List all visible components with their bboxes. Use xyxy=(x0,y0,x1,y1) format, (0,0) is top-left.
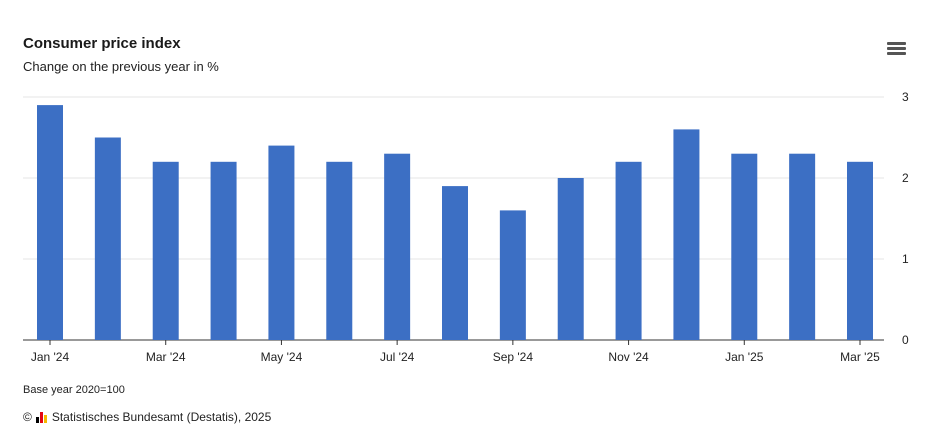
copyright-symbol: © xyxy=(23,410,32,424)
bar[interactable] xyxy=(152,161,179,340)
x-tick-label: Mar '25 xyxy=(840,350,880,364)
y-tick-label: 2 xyxy=(902,171,909,185)
source-credit: © Statistisches Bundesamt (Destatis), 20… xyxy=(23,410,271,424)
bar[interactable] xyxy=(268,145,295,340)
bar[interactable] xyxy=(94,137,121,341)
bar[interactable] xyxy=(557,178,584,340)
bar[interactable] xyxy=(210,161,237,340)
x-tick-label: Jul '24 xyxy=(380,350,415,364)
bar[interactable] xyxy=(384,153,411,340)
bars xyxy=(37,105,873,340)
chart-title: Consumer price index xyxy=(23,35,181,52)
x-tick-label: Jan '25 xyxy=(725,350,764,364)
bar[interactable] xyxy=(37,105,63,340)
bar[interactable] xyxy=(326,161,353,340)
bar[interactable] xyxy=(731,153,758,340)
bar[interactable] xyxy=(673,129,700,340)
x-tick-label: Jan '24 xyxy=(31,350,70,364)
chart-subtitle: Change on the previous year in % xyxy=(23,59,219,74)
credit-text: Statistisches Bundesamt (Destatis), 2025 xyxy=(51,410,272,424)
y-tick-label: 1 xyxy=(902,252,909,266)
bar[interactable] xyxy=(442,186,468,340)
hamburger-menu-icon[interactable] xyxy=(887,42,906,58)
x-tick-label: May '24 xyxy=(261,350,303,364)
bar[interactable] xyxy=(615,161,642,340)
y-tick-label: 0 xyxy=(902,333,909,347)
bar[interactable] xyxy=(847,161,873,340)
bar[interactable] xyxy=(499,210,526,340)
x-tick-label: Mar '24 xyxy=(146,350,186,364)
destatis-logo-icon xyxy=(35,411,48,423)
x-tick-label: Sep '24 xyxy=(493,350,534,364)
y-tick-label: 3 xyxy=(902,90,909,104)
x-axis: Jan '24 Mar '24 May '24 Jul '24 Sep '24 Nov '… xyxy=(31,340,880,364)
base-year-note: Base year 2020=100 xyxy=(23,384,125,396)
x-tick-label: Nov '24 xyxy=(608,350,649,364)
y-axis: 0 1 2 3 xyxy=(902,90,909,347)
bar[interactable] xyxy=(789,153,816,340)
